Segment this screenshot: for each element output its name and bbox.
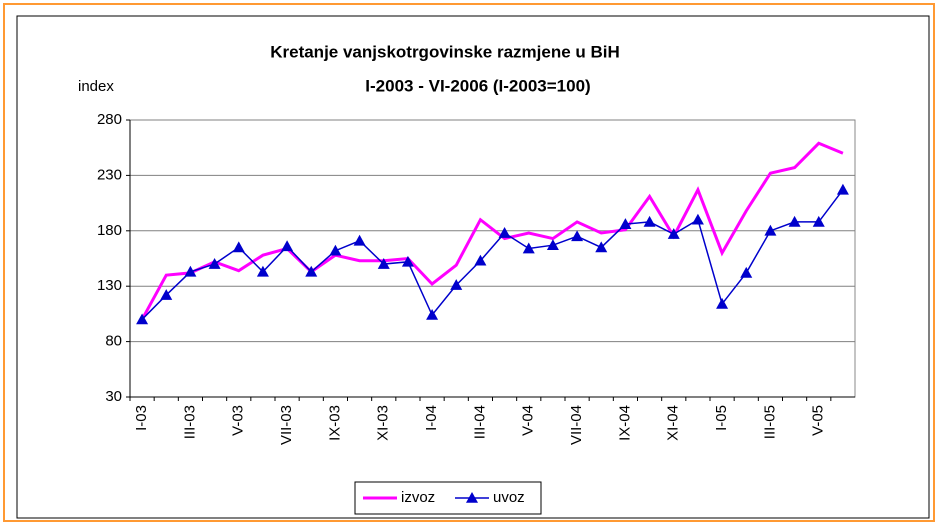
point-marker (716, 297, 729, 309)
point-marker (691, 213, 704, 225)
y-tick-label: 280 (97, 111, 122, 128)
point-marker (136, 313, 149, 325)
x-tick-label: III-03 (181, 405, 198, 439)
chart-title: Kretanje vanjskotrgovinske razmjene u Bi… (270, 42, 620, 61)
point-marker (740, 266, 753, 278)
x-tick-label: V-03 (230, 405, 247, 436)
point-marker (377, 258, 390, 269)
point-marker (184, 265, 197, 277)
point-marker (571, 230, 584, 242)
chart-frame (16, 15, 930, 519)
point-marker (232, 241, 245, 253)
x-tick-label: III-04 (471, 405, 488, 439)
x-tick-label: VII-03 (278, 405, 295, 445)
point-marker (619, 218, 632, 229)
line-series (140, 141, 844, 321)
point-marker (160, 289, 173, 300)
point-marker (401, 255, 414, 267)
y-axis-label: index (78, 78, 114, 95)
x-tick-label: I-05 (713, 405, 730, 431)
x-tick-label: XI-03 (375, 405, 392, 441)
point-marker (305, 265, 318, 277)
y-tick-label: 180 (97, 222, 122, 239)
point-marker (764, 224, 777, 236)
point-marker (522, 242, 535, 254)
point-marker (353, 234, 366, 246)
point-marker (667, 228, 680, 239)
point-marker (281, 240, 294, 252)
line-series (141, 189, 844, 320)
point-marker (329, 244, 342, 256)
point-marker (595, 241, 608, 253)
point-marker (498, 227, 511, 238)
x-tick-label: V-05 (810, 405, 827, 436)
point-marker (812, 215, 825, 227)
x-tick-label: IX-04 (616, 405, 633, 441)
point-marker (643, 215, 656, 227)
x-tick-label: VII-04 (568, 405, 585, 445)
point-marker (256, 265, 269, 277)
x-tick-label: I-04 (423, 405, 440, 431)
y-tick-label: 230 (97, 166, 122, 183)
legend-label: uvoz (493, 489, 525, 506)
plot-area (129, 119, 856, 398)
x-tick-label: XI-04 (665, 405, 682, 441)
y-tick-label: 30 (105, 388, 122, 405)
legend-label: izvoz (401, 489, 435, 506)
x-tick-label: III-05 (761, 405, 778, 439)
x-tick-label: V-04 (520, 405, 537, 436)
y-tick-label: 130 (97, 277, 122, 294)
legend-marker (466, 492, 478, 503)
point-marker (836, 183, 849, 195)
point-marker (426, 309, 439, 320)
chart-subtitle: I-2003 - VI-2006 (I-2003=100) (365, 76, 590, 95)
point-marker (788, 215, 801, 227)
point-marker (474, 254, 487, 266)
x-tick-label: IX-03 (326, 405, 343, 441)
y-tick-label: 80 (105, 333, 122, 350)
point-marker (450, 279, 463, 290)
point-marker (546, 239, 559, 251)
point-marker (208, 258, 221, 269)
x-tick-label: I-03 (133, 405, 150, 431)
